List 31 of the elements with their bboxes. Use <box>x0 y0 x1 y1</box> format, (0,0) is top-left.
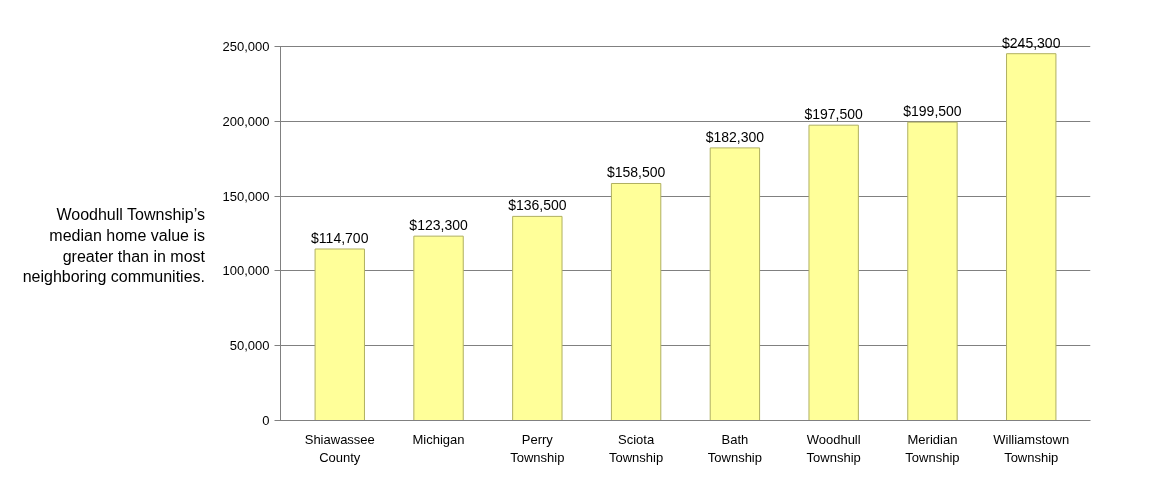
x-tick-label: Woodhull Township <box>806 431 861 465</box>
y-tick-label: 150,000 <box>222 188 270 204</box>
x-tick-label: Shiawassee County <box>304 431 375 465</box>
bar <box>1006 53 1057 421</box>
x-tick-label: Bath Township <box>707 431 762 465</box>
data-label: $245,300 <box>1002 34 1061 51</box>
bar <box>512 215 563 421</box>
x-tick-label: Meridian Township <box>905 431 960 465</box>
data-label: $114,700 <box>311 229 369 246</box>
bar <box>907 121 958 421</box>
y-tick-label: 100,000 <box>222 263 270 279</box>
data-label: $123,300 <box>409 217 468 234</box>
data-label: $158,500 <box>606 164 666 181</box>
data-label: $182,300 <box>705 128 765 145</box>
y-tick-label: 50,000 <box>229 338 270 354</box>
y-tick-label: 250,000 <box>222 39 270 55</box>
y-tick-label: 0 <box>262 413 270 428</box>
bar <box>709 147 761 421</box>
data-label: $199,500 <box>903 103 962 120</box>
y-tick-label: 200,000 <box>222 113 270 129</box>
x-tick-label: Sciota Township <box>609 431 664 465</box>
data-label: $136,500 <box>508 197 567 214</box>
x-tick-label: Williamstown Township <box>993 431 1070 465</box>
data-label: $197,500 <box>804 106 864 123</box>
bar <box>808 124 859 421</box>
x-tick-label: Michigan <box>412 431 465 447</box>
bar <box>314 248 365 421</box>
bar <box>413 235 464 421</box>
bar <box>610 182 662 421</box>
x-tick-label: Perry Township <box>510 431 565 465</box>
text: Woodhull Township’s median home value is greater than in most neighboring communities. <box>21 205 205 288</box>
